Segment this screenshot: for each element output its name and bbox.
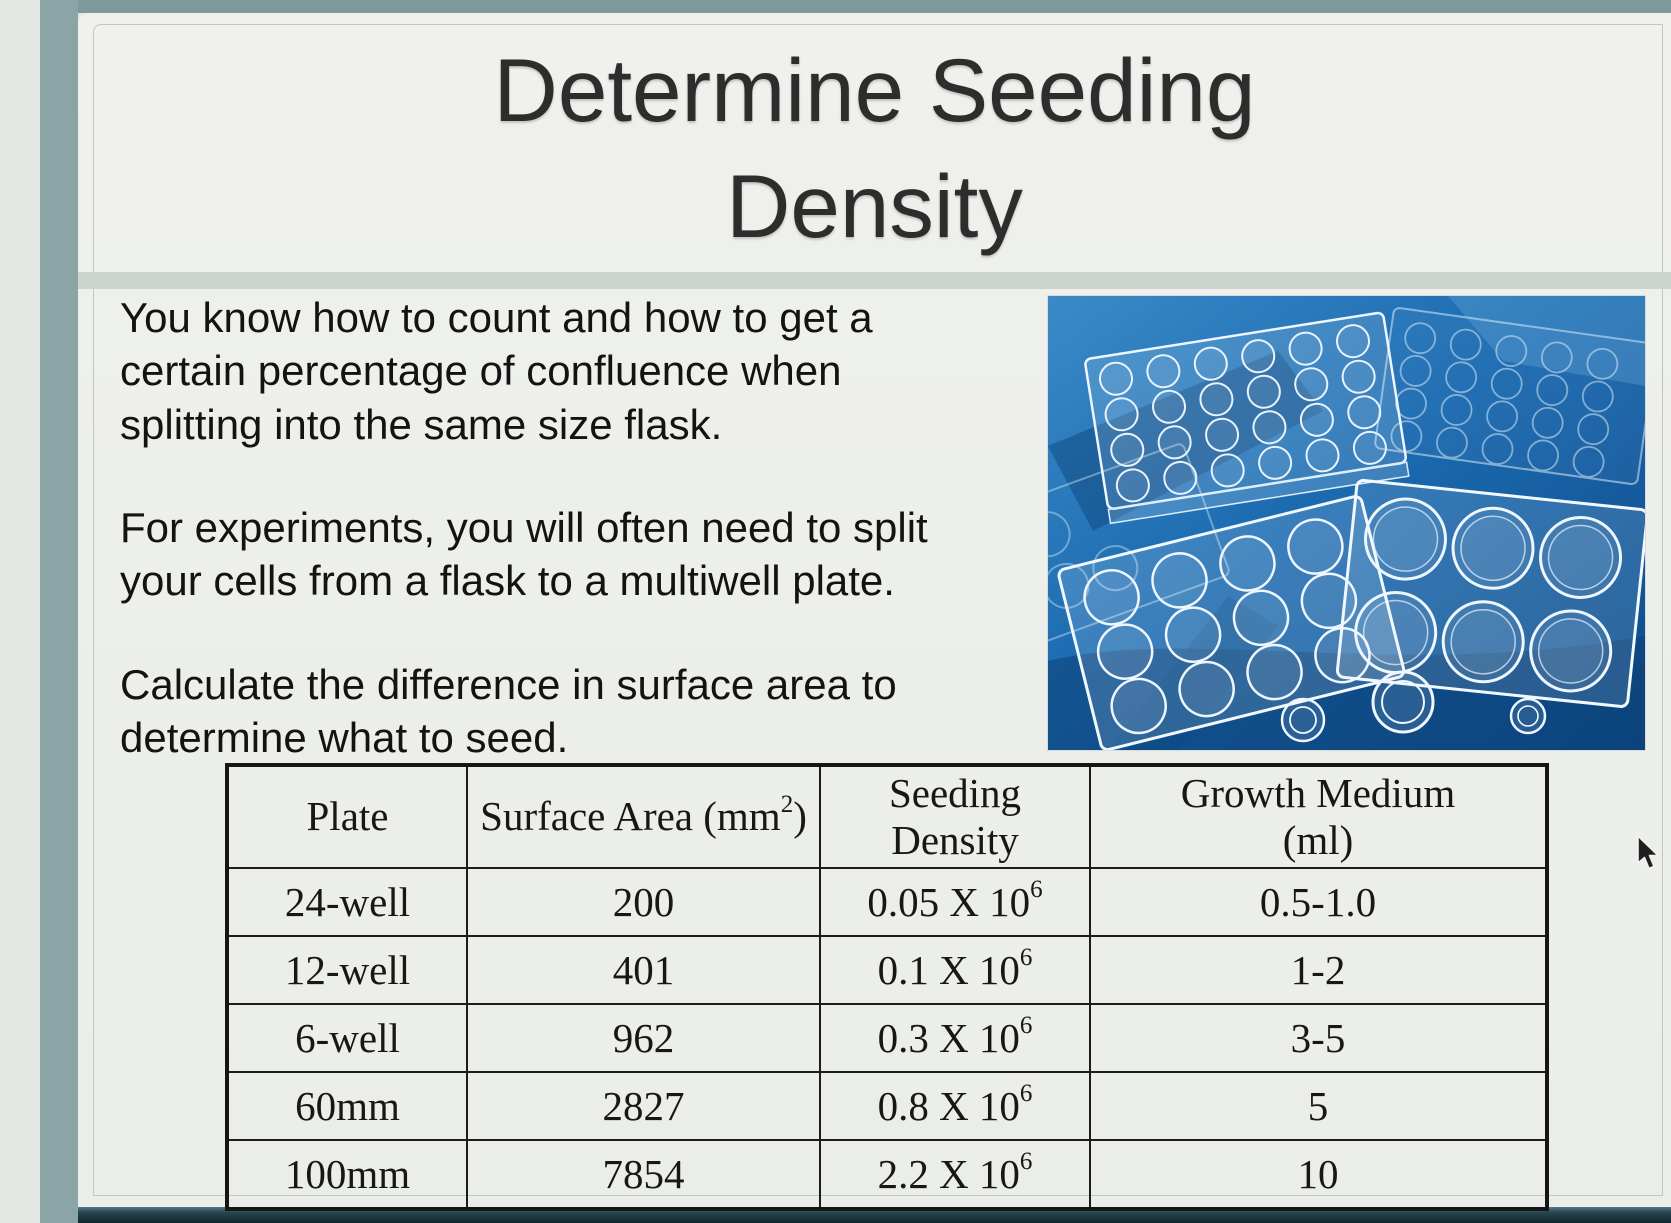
cell-medium: 10 [1089,1139,1548,1210]
cell-plate: 12-well [226,935,468,1005]
cell-medium: 1-2 [1089,935,1548,1005]
cell-plate: 60mm [226,1071,468,1141]
cell-medium: 3-5 [1089,1003,1548,1073]
cell-area: 200 [466,867,821,937]
cell-seeding: 0.3 X 106 [819,1003,1091,1073]
multiwell-plates-photo [938,295,1657,752]
cell-plate: 6-well [226,1003,468,1073]
seeding-density-table: Plate Surface Area (mm2) Seeding Density… [225,763,1549,1211]
header-plate: Plate [226,764,468,869]
cell-area: 962 [466,1003,821,1073]
multiwell-plates-illustration [938,296,1657,752]
paragraph-calculate: Calculate the difference in surface area… [120,660,897,761]
desktop-edge-left [40,0,78,1223]
cell-seeding: 0.8 X 106 [819,1071,1091,1141]
slide-title: Determine Seeding Density [493,40,1256,256]
mouse-cursor-icon [1635,835,1661,871]
table-row: 60mm 2827 0.8 X 106 5 [226,1071,1548,1141]
cell-area: 7854 [466,1139,821,1210]
paragraph-counting: You know how to count and how to get a c… [120,294,873,448]
cell-seeding: 2.2 X 106 [819,1139,1091,1210]
cell-medium: 0.5-1.0 [1089,867,1548,937]
cell-plate: 100mm [226,1139,468,1210]
cell-seeding: 0.05 X 106 [819,867,1091,937]
cell-seeding: 0.1 X 106 [819,935,1091,1005]
header-seeding-density: Seeding Density [819,764,1091,869]
table-header-row: Plate Surface Area (mm2) Seeding Density… [226,764,1548,869]
header-growth-medium: Growth Medium (ml) [1089,764,1548,869]
cell-area: 2827 [466,1071,821,1141]
cell-medium: 5 [1089,1071,1548,1141]
table-row: 100mm 7854 2.2 X 106 10 [226,1139,1548,1210]
table-row: 6-well 962 0.3 X 106 3-5 [226,1003,1548,1073]
screen-bezel-left [0,0,40,1223]
slide: Determine Seeding Density You know how t… [78,13,1671,1211]
desktop-edge-top [78,0,1671,13]
table-row: 24-well 200 0.05 X 106 0.5-1.0 [226,867,1548,937]
cell-plate: 24-well [226,867,468,937]
title-divider-band [78,272,1671,289]
body-text: You know how to count and how to get a c… [120,291,1120,814]
table-row: 12-well 401 0.1 X 106 1-2 [226,935,1548,1005]
cell-area: 401 [466,935,821,1005]
header-surface-area: Surface Area (mm2) [466,764,821,869]
paragraph-experiments: For experiments, you will often need to … [120,503,928,605]
desktop-edge-bottom [78,1207,1671,1223]
